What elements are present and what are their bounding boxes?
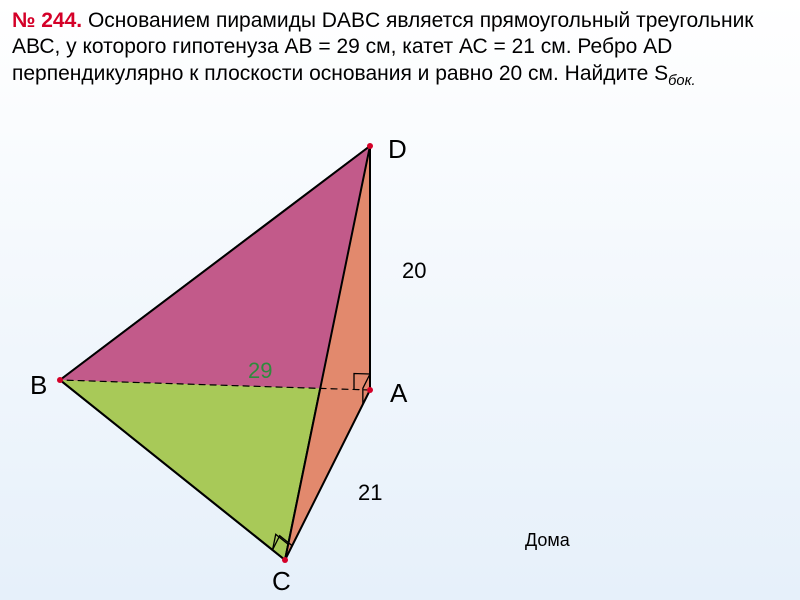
vertex-dot-B (57, 377, 63, 383)
vertex-label-A: А (390, 378, 408, 408)
vertex-dot-A (367, 387, 373, 393)
edge-label-len-AB: 29 (248, 358, 272, 383)
stage: № 244. Основанием пирамиды DABC является… (0, 0, 800, 600)
vertex-label-C: С (272, 566, 291, 596)
vertex-label-D: D (388, 134, 407, 164)
vertex-dot-D (367, 143, 373, 149)
diagram-svg: А В С D 20 21 29 (0, 0, 800, 600)
edge-label-len-AC: 21 (358, 480, 382, 505)
homework-label: Дома (525, 530, 570, 551)
vertex-dot-C (282, 557, 288, 563)
vertex-label-B: В (30, 370, 47, 400)
edge-label-len-DA: 20 (402, 258, 426, 283)
face-face-DAB (60, 146, 370, 390)
